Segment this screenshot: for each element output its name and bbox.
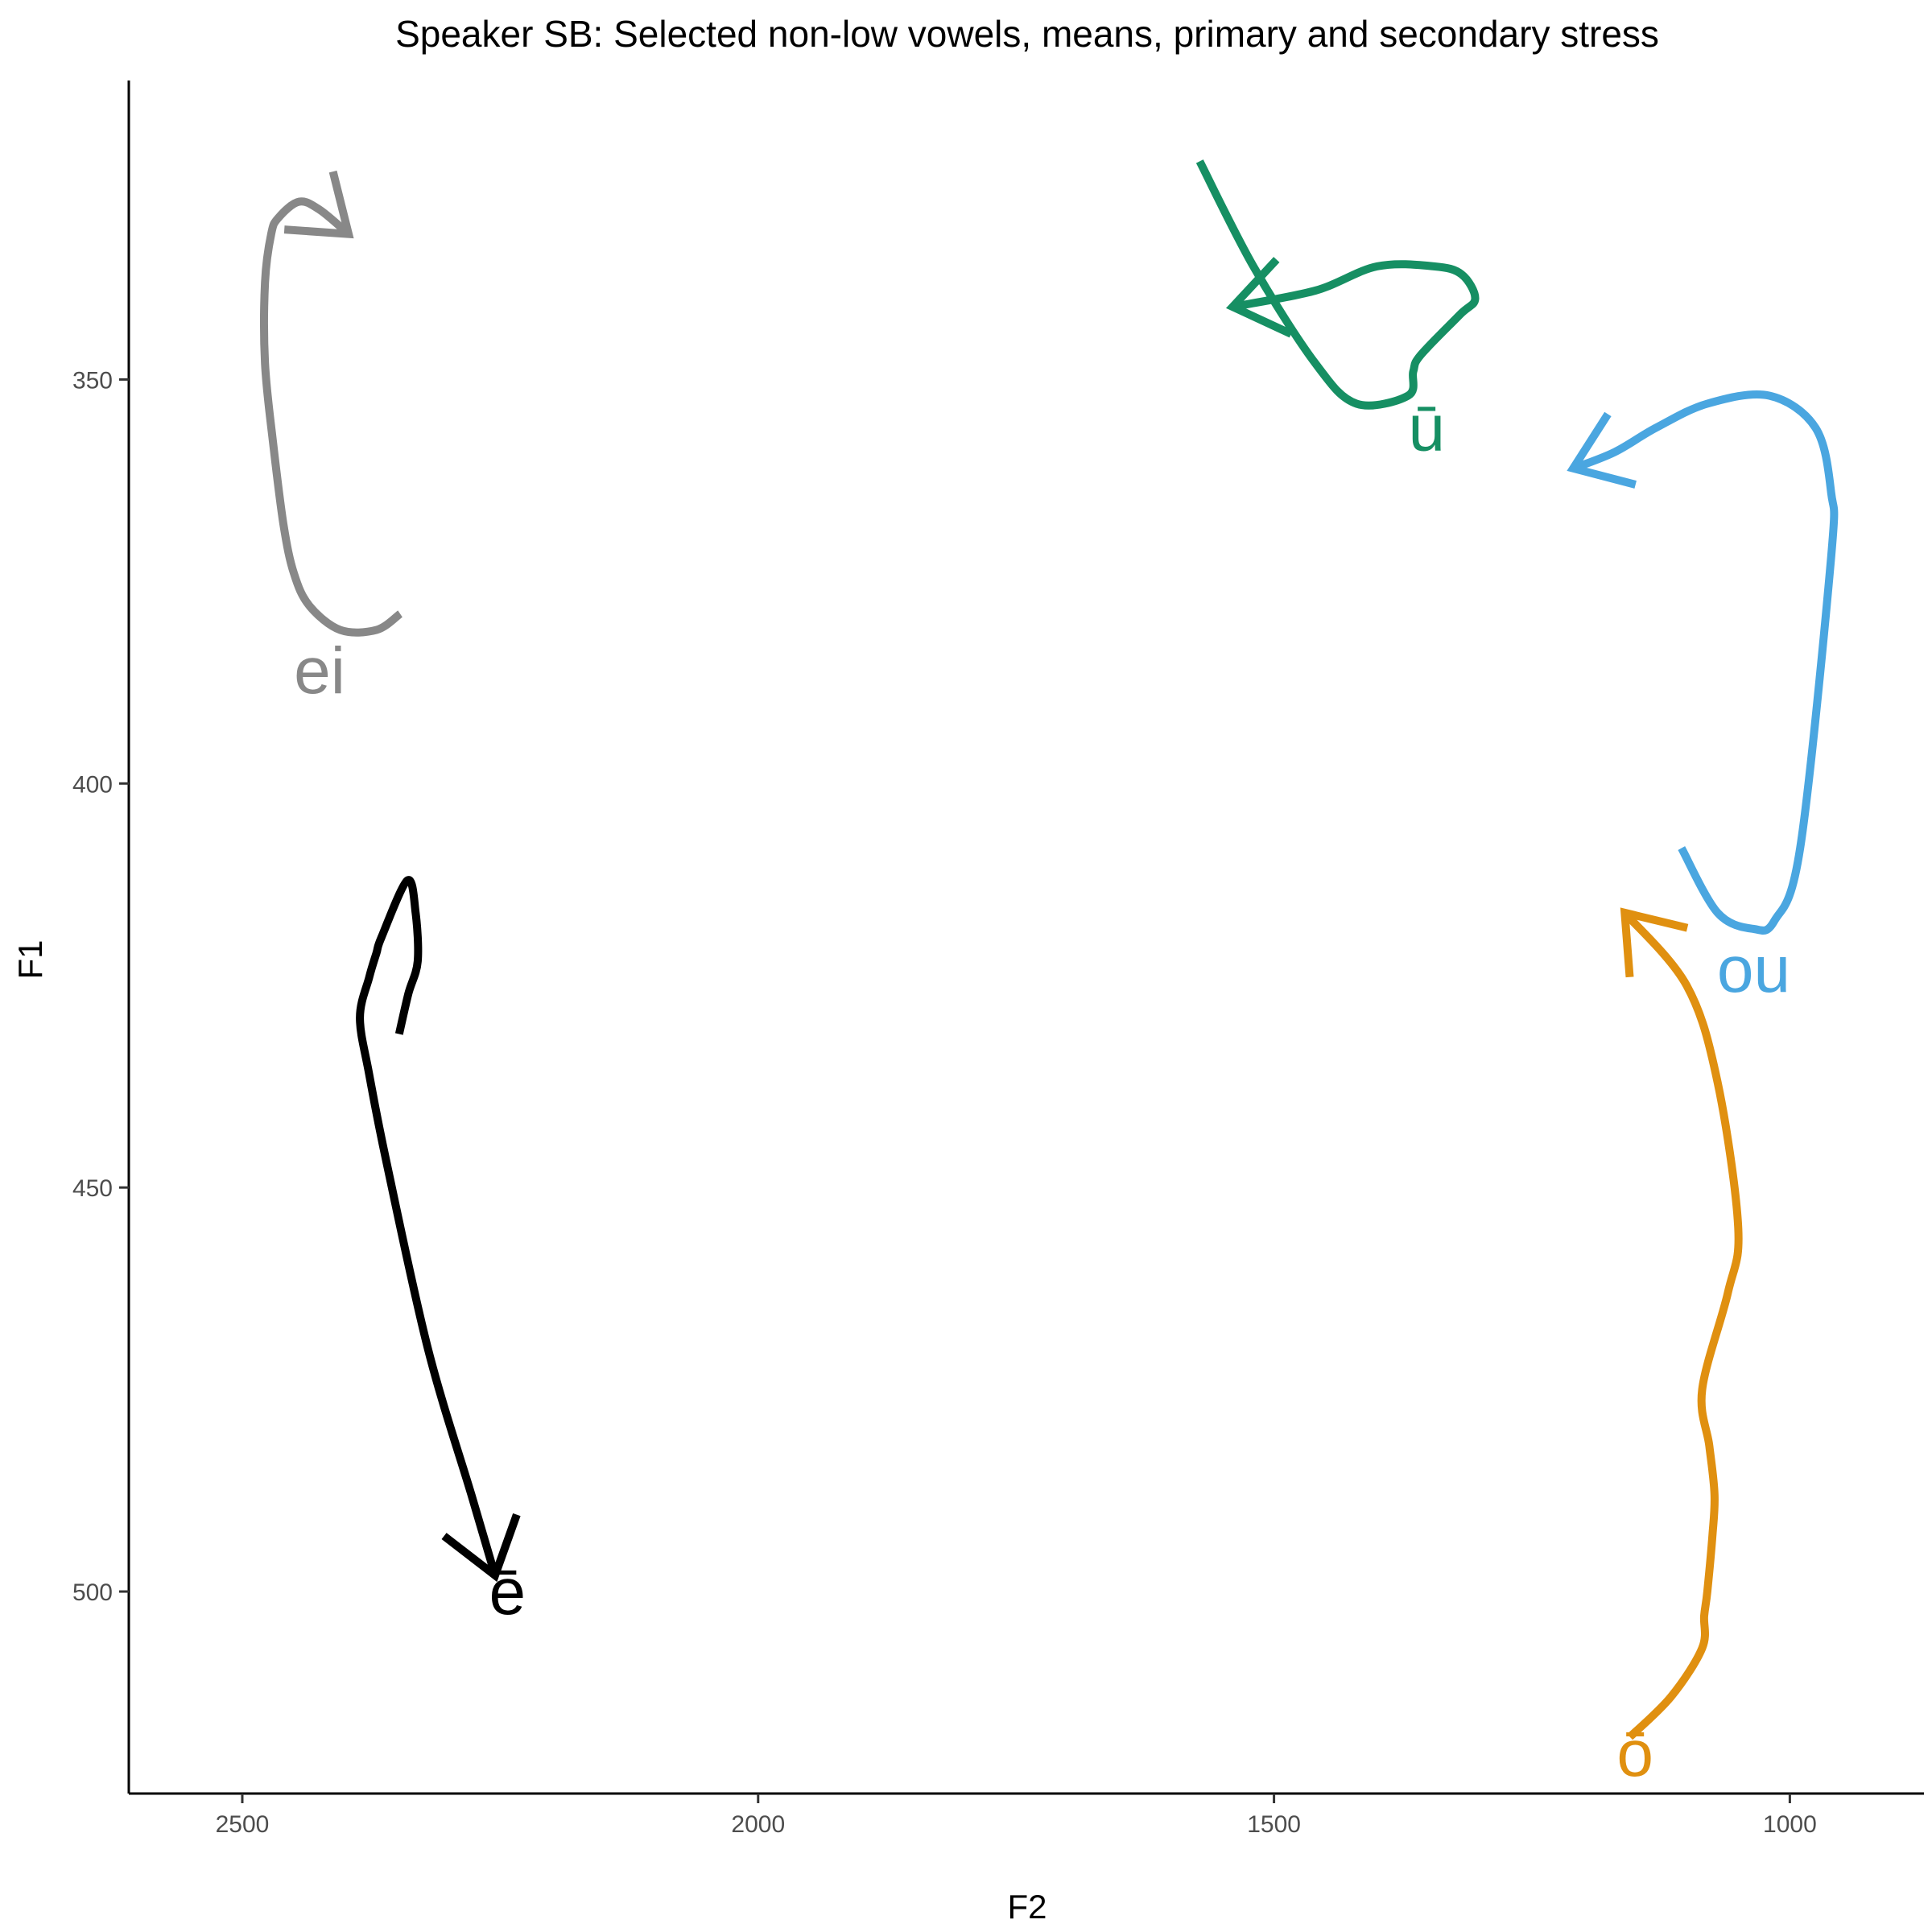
trajectory-line <box>1621 910 1743 1740</box>
arrowhead <box>1567 411 1637 489</box>
x-tick-label: 2000 <box>731 1811 785 1838</box>
vowel-trajectory-0: ei <box>260 170 403 708</box>
y-tick-label: 350 <box>72 367 113 394</box>
trajectory-line <box>1195 159 1480 410</box>
vowel-label: ē <box>489 1555 526 1629</box>
axes: 2500 2000 1500 1000 350 400 450 500 <box>72 80 1924 1838</box>
chart-title: Speaker SB: Selected non-low vowels, mea… <box>395 13 1659 55</box>
arrowhead <box>1620 907 1689 978</box>
y-axis-title: F1 <box>11 939 49 979</box>
vowel-label: ei <box>294 634 345 708</box>
vowel-trajectory-1: ē <box>356 876 526 1629</box>
vowel-trajectory-4: ō <box>1616 907 1743 1790</box>
arrowhead <box>441 1513 521 1583</box>
series-layer: ei ē ū ou ō <box>260 159 1839 1790</box>
vowel-label: ū <box>1408 392 1445 465</box>
x-axis-title: F2 <box>1007 1888 1046 1926</box>
x-tick-label: 2500 <box>216 1811 270 1838</box>
arrowhead <box>283 170 354 239</box>
x-tick-label: 1000 <box>1763 1811 1817 1838</box>
trajectory-line <box>260 197 403 637</box>
trajectory-line <box>356 876 499 1577</box>
trajectory-line <box>1571 390 1839 935</box>
y-tick-label: 450 <box>72 1175 113 1202</box>
y-tick-label: 400 <box>72 771 113 798</box>
vowel-trajectory-2: ū <box>1195 159 1480 465</box>
vowel-label: ō <box>1616 1717 1653 1790</box>
x-tick-label: 1500 <box>1247 1811 1301 1838</box>
vowel-trajectory-3: ou <box>1567 390 1839 1006</box>
y-tick-label: 500 <box>72 1579 113 1606</box>
arrowhead <box>1225 257 1294 338</box>
vowel-label: ou <box>1717 933 1790 1006</box>
